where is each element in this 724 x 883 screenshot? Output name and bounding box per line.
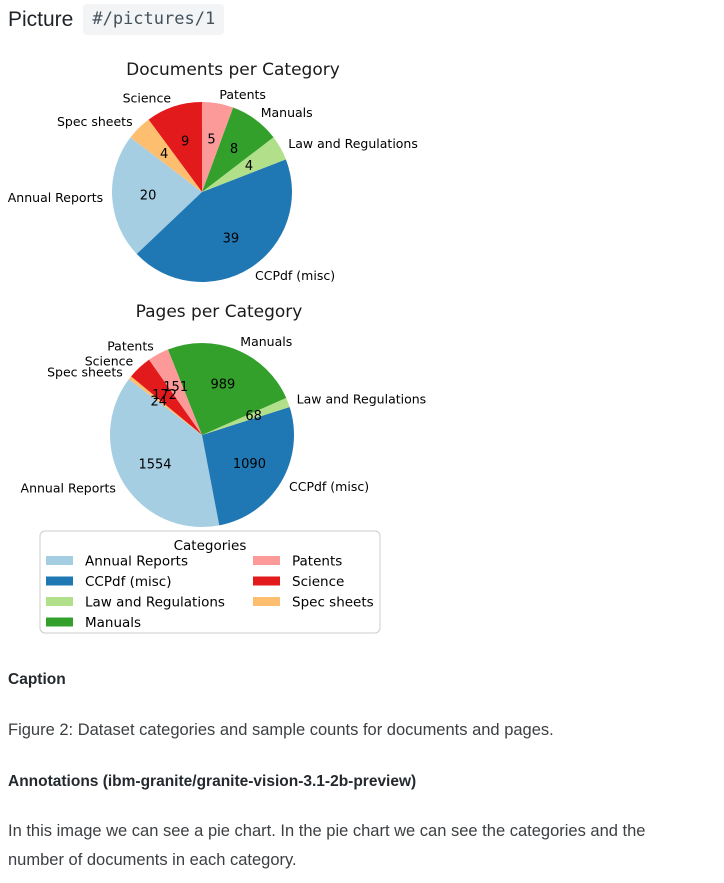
legend-swatch-ccpdf-misc <box>46 576 73 586</box>
pie1-label-ccpdf-misc: CCPdf (misc) <box>255 268 335 283</box>
legend-label-patents: Patents <box>292 553 342 569</box>
caption-heading: Caption <box>8 671 66 688</box>
legend-label-science: Science <box>292 574 344 590</box>
legend-swatch-law-and-regulations <box>46 597 73 606</box>
pie2-label-ccpdf-misc: CCPdf (misc) <box>289 479 369 494</box>
pie2-value-annual-reports: 1554 <box>138 458 171 473</box>
pie2-label-annual-reports: Annual Reports <box>21 481 116 496</box>
pie2-slice-annual-reports <box>109 379 220 528</box>
pie1-label-spec-sheets: Spec sheets <box>57 114 133 129</box>
page-title: Picture <box>8 8 74 31</box>
legend-swatch-spec-sheets <box>253 597 280 606</box>
legend-title: Categories <box>174 538 247 554</box>
legend-swatch-annual-reports <box>46 556 73 565</box>
legend-box <box>39 530 381 634</box>
pie1-label-annual-reports: Annual Reports <box>8 190 103 205</box>
pie1-label-law-and-regulations: Law and Regulations <box>288 136 418 151</box>
pie2-slice-patents <box>149 349 202 435</box>
pie1-slice-law-and-regulations <box>202 137 286 192</box>
pie1-value-manuals: 8 <box>230 142 238 157</box>
legend-swatch-science <box>253 576 280 586</box>
pie2-slice-manuals <box>167 342 287 435</box>
annotations-text: In this image we can see a pie chart. In… <box>8 822 646 869</box>
pie1-slice-annual-reports <box>112 137 202 254</box>
pie2-slice-science <box>131 359 202 435</box>
pie1-value-patents: 5 <box>207 133 215 148</box>
pie1-value-law-and-regulations: 4 <box>245 159 253 174</box>
pie1-label-patents: Patents <box>219 87 266 102</box>
pie2-slice-law-and-regulations <box>202 397 290 435</box>
pie1-slice-manuals <box>202 107 274 192</box>
pie1-value-ccpdf-misc: 39 <box>223 231 240 246</box>
legend-swatch-manuals <box>46 617 73 627</box>
pie2-label-patents: Patents <box>107 339 154 354</box>
pie2-label-manuals: Manuals <box>240 334 292 349</box>
pie1-slice-science <box>148 102 202 192</box>
pie1-label-science: Science <box>123 90 172 105</box>
pie2-value-spec-sheets: 24 <box>151 394 168 409</box>
pie2-label-science: Science <box>85 353 134 368</box>
legend-label-annual-reports: Annual Reports <box>85 553 188 569</box>
legend-label-spec-sheets: Spec sheets <box>292 594 374 610</box>
picture-path-chip: #/pictures/1 <box>83 4 225 35</box>
pie2-value-science: 172 <box>152 388 177 403</box>
pie1-slice-patents <box>201 102 234 192</box>
legend-label-ccpdf-misc: CCPdf (misc) <box>85 574 172 590</box>
pie1-value-spec-sheets: 4 <box>160 147 168 162</box>
pie1-title: Documents per Category <box>126 60 340 80</box>
pie1-value-annual-reports: 20 <box>140 189 157 204</box>
caption-text: Figure 2: Dataset categories and sample … <box>8 721 554 739</box>
pie2-title: Pages per Category <box>136 302 303 322</box>
legend-label-law-and-regulations: Law and Regulations <box>85 594 225 610</box>
pie2-slice-spec-sheets <box>128 376 202 435</box>
pie1-slice-ccpdf-misc <box>136 159 292 282</box>
annotations-heading: Annotations (ibm-granite/granite-vision-… <box>8 773 417 790</box>
page-header: Picture #/pictures/1 <box>8 4 225 35</box>
legend-swatch-patents <box>253 556 280 565</box>
pie1-label-manuals: Manuals <box>261 105 313 120</box>
pie2-value-manuals: 989 <box>210 378 235 393</box>
pie2-value-law-and-regulations: 68 <box>245 409 262 424</box>
pie2-label-spec-sheets: Spec sheets <box>47 365 123 380</box>
legend-label-manuals: Manuals <box>85 615 141 631</box>
pie2-value-patents: 151 <box>163 380 188 395</box>
pie1-value-science: 9 <box>181 134 189 149</box>
pie2-slice-ccpdf-misc <box>202 406 295 526</box>
pie1-slice-spec-sheets <box>130 119 202 192</box>
figure-pie-charts: Documents per Category 20 Annual Reports 39… <box>8 60 427 634</box>
pie2-value-ccpdf-misc: 1090 <box>233 457 266 472</box>
pie2-label-law-and-regulations: Law and Regulations <box>297 392 427 407</box>
